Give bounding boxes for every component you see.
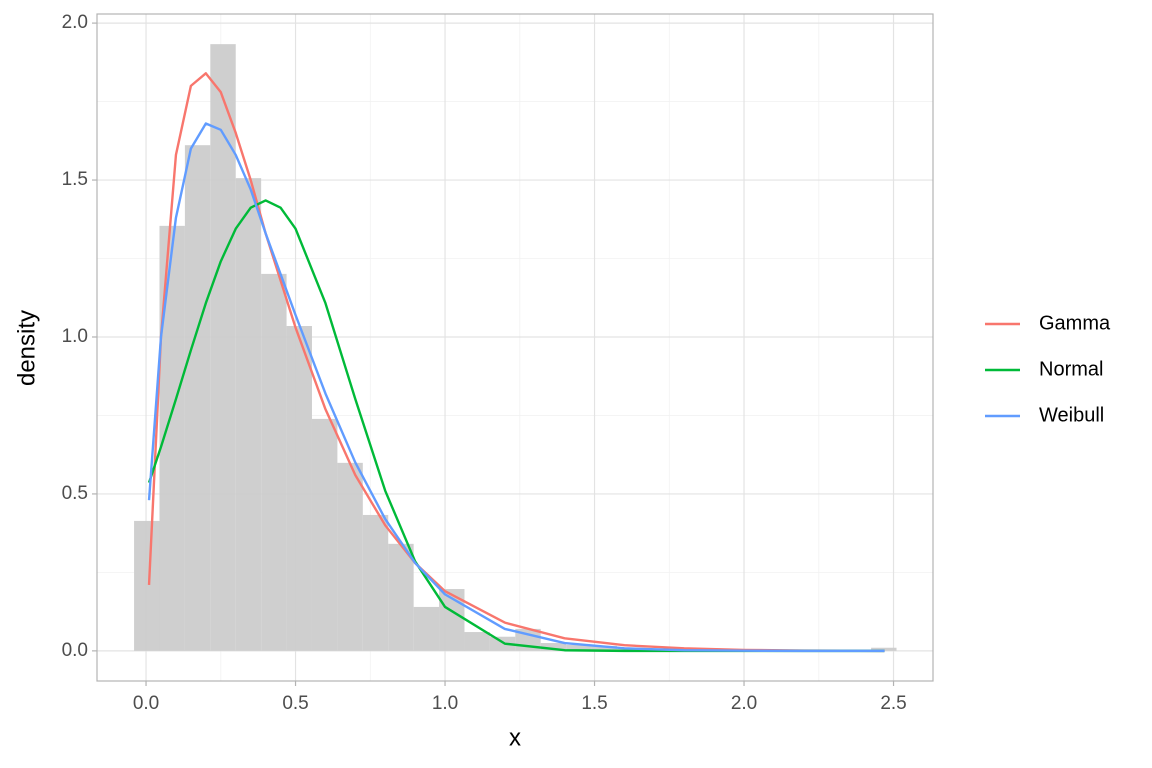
- y-tick-label: 0.5: [62, 483, 88, 504]
- histogram-bar: [210, 44, 236, 651]
- histogram-bar: [362, 514, 389, 651]
- legend-label: Gamma: [1039, 312, 1111, 334]
- histogram-bar: [464, 632, 490, 651]
- density-line: [147, 199, 885, 653]
- density-line: [147, 122, 885, 653]
- density-line: [147, 72, 885, 653]
- x-tick-label: 2.5: [880, 693, 906, 714]
- legend-label: Normal: [1039, 358, 1103, 380]
- histogram-bar: [286, 325, 312, 651]
- histogram-bar: [184, 145, 211, 651]
- histogram-bar: [388, 543, 414, 651]
- histogram-bar: [261, 273, 287, 651]
- histogram-bar: [566, 644, 592, 651]
- legend-label: Weibull: [1039, 404, 1104, 426]
- x-tick-label: 0.0: [133, 693, 159, 714]
- y-axis-title: density: [13, 310, 40, 386]
- histogram-bar: [134, 520, 160, 651]
- histogram-bar: [591, 645, 617, 651]
- panel-border: [96, 13, 934, 682]
- histogram-bar: [540, 643, 567, 651]
- x-tick-label: 1.5: [581, 693, 607, 714]
- histogram-bar: [235, 178, 262, 651]
- y-tick-label: 0.0: [62, 640, 88, 661]
- y-tick-label: 2.0: [62, 12, 88, 33]
- histogram-bar: [413, 606, 440, 651]
- x-tick-label: 0.5: [282, 693, 308, 714]
- y-tick-label: 1.5: [62, 169, 88, 190]
- x-tick-label: 1.0: [432, 693, 458, 714]
- histogram-bar: [489, 636, 516, 651]
- y-tick-label: 1.0: [62, 326, 88, 347]
- histogram-bar: [311, 418, 338, 651]
- x-tick-label: 2.0: [731, 693, 757, 714]
- x-axis-title: x: [509, 724, 521, 751]
- histogram-bar: [871, 647, 897, 651]
- histogram-bar: [337, 462, 363, 651]
